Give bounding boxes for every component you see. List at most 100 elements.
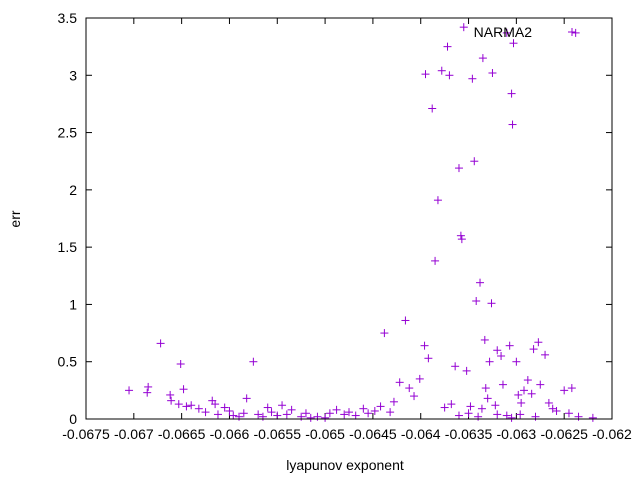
- x-tick-label: -0.065: [305, 426, 345, 442]
- data-point: [437, 66, 446, 75]
- data-point: [466, 402, 475, 411]
- data-point: [410, 392, 419, 401]
- data-point: [278, 401, 287, 410]
- x-tick-label: -0.0625: [540, 426, 588, 442]
- data-point: [516, 410, 525, 419]
- data-point: [478, 54, 487, 63]
- data-point: [359, 404, 368, 413]
- data-point: [520, 386, 529, 395]
- data-point: [498, 380, 507, 389]
- data-point: [509, 39, 518, 48]
- data-point: [457, 235, 466, 244]
- data-point: [263, 403, 272, 412]
- data-point: [242, 394, 251, 403]
- data-point: [395, 378, 404, 387]
- data-point: [156, 339, 165, 348]
- x-tick-label: -0.062: [592, 426, 632, 442]
- data-point: [420, 341, 429, 350]
- data-point: [415, 374, 424, 383]
- data-point: [472, 296, 481, 305]
- data-point: [476, 278, 485, 287]
- data-point: [505, 341, 514, 350]
- data-point: [483, 394, 492, 403]
- data-point: [386, 408, 395, 417]
- data-point: [194, 404, 203, 413]
- plot-area-frame: [85, 17, 613, 420]
- data-point: [548, 404, 557, 413]
- y-tick-label: 3.5: [58, 10, 78, 26]
- data-point: [588, 413, 597, 422]
- legend-marker-plus: [568, 28, 576, 36]
- data-point: [445, 71, 454, 80]
- data-point: [321, 413, 330, 422]
- data-point: [440, 403, 449, 412]
- data-point: [313, 412, 322, 421]
- data-point: [144, 382, 153, 391]
- data-point: [389, 397, 398, 406]
- y-tick-label: 1: [69, 296, 77, 312]
- data-point: [487, 299, 496, 308]
- data-point: [443, 42, 452, 51]
- x-tick-label: -0.0635: [445, 426, 493, 442]
- data-point: [174, 400, 183, 409]
- data-point: [332, 405, 341, 414]
- data-point: [552, 406, 561, 415]
- data-point: [143, 388, 152, 397]
- data-point: [187, 401, 196, 410]
- data-point: [512, 357, 521, 366]
- y-axis-title: err: [7, 210, 23, 227]
- data-point: [325, 409, 334, 418]
- data-point: [220, 403, 229, 412]
- data-point: [421, 70, 430, 79]
- data-point: [493, 346, 502, 355]
- data-point: [534, 338, 543, 347]
- y-tick-label: 2.5: [58, 125, 78, 141]
- x-tick-label: -0.064: [401, 426, 441, 442]
- data-point: [571, 28, 580, 37]
- data-point: [541, 350, 550, 359]
- y-tick-label: 1.5: [58, 239, 78, 255]
- data-point: [451, 362, 460, 371]
- data-point: [456, 231, 465, 240]
- y-tick-label: 0: [69, 411, 77, 427]
- y-tick-label: 2: [69, 182, 77, 198]
- data-point: [273, 411, 282, 420]
- data-point: [507, 89, 516, 98]
- data-point: [502, 28, 511, 37]
- data-point: [428, 104, 437, 113]
- data-point: [544, 398, 553, 407]
- legend-label: NARMA2: [474, 24, 533, 40]
- data-point: [433, 196, 442, 205]
- data-point: [523, 376, 532, 385]
- data-point: [564, 409, 573, 418]
- data-point: [297, 412, 306, 421]
- data-point: [527, 389, 536, 398]
- data-point: [254, 410, 263, 419]
- data-point: [225, 406, 234, 415]
- x-tick-label: -0.0665: [158, 426, 206, 442]
- data-point: [508, 120, 517, 129]
- data-point: [485, 357, 494, 366]
- data-point: [536, 380, 545, 389]
- data-point: [125, 386, 134, 395]
- x-axis-title: lyapunov exponent: [286, 457, 404, 473]
- data-point: [211, 400, 220, 409]
- data-point: [176, 360, 185, 369]
- data-point: [258, 412, 267, 421]
- x-tick-label: -0.0645: [349, 426, 397, 442]
- data-point: [470, 157, 479, 166]
- x-tick-label: -0.063: [497, 426, 537, 442]
- x-tick-label: -0.067: [114, 426, 154, 442]
- data-point: [167, 396, 176, 405]
- data-point: [477, 404, 486, 413]
- data-point: [370, 406, 379, 415]
- data-point: [287, 405, 296, 414]
- data-point: [462, 366, 471, 375]
- data-point: [179, 385, 188, 394]
- data-point: [166, 390, 175, 399]
- data-point: [182, 402, 191, 411]
- points-layer: [125, 23, 597, 422]
- data-point: [491, 401, 500, 410]
- x-tick-label: -0.0675: [62, 426, 110, 442]
- data-point: [447, 400, 456, 409]
